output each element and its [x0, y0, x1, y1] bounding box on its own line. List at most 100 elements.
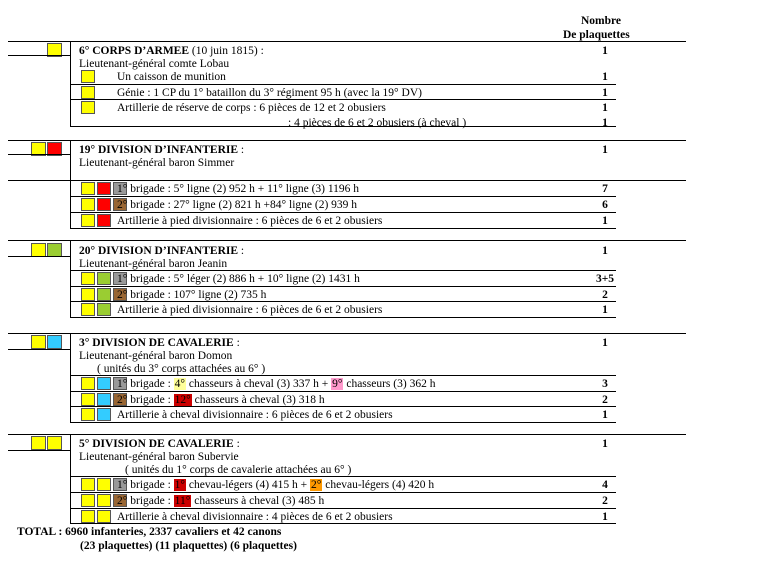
yellow-square-icon: [97, 478, 111, 491]
cav5-commander: Lieutenant-général baron Subervie: [79, 451, 239, 463]
divider: [8, 450, 70, 451]
div20-row-count: 1: [602, 304, 608, 316]
cav3-note: ( unités du 3° corps attachées au 6° ): [97, 363, 266, 375]
div20-row-count: 2: [602, 289, 608, 301]
divider: [8, 349, 70, 350]
highlight-regiment: 11°: [173, 495, 192, 507]
divider: [70, 422, 616, 423]
divider: [8, 55, 70, 56]
brown-square-icon: [113, 288, 127, 301]
yellow-square-icon: [97, 510, 111, 523]
corps-row-count: 1: [602, 102, 608, 114]
cyan-square-icon: [97, 408, 111, 421]
yellow-square-icon: [81, 393, 95, 406]
cav5-row-count: 4: [602, 479, 608, 491]
yellow-square-icon: [81, 408, 95, 421]
cav5-title: 5° DIVISION DE CAVALERIE :: [79, 438, 240, 450]
yellow-square-icon: [81, 272, 95, 285]
highlight-regiment: 9°: [331, 378, 344, 390]
corps-title: 6° CORPS D’ARMEE (10 juin 1815) :: [79, 45, 264, 57]
divider: [70, 301, 616, 302]
div19-commander: Lieutenant-général baron Simmer: [79, 157, 235, 169]
yellow-square-icon: [31, 436, 46, 450]
red-square-icon: [97, 182, 111, 195]
cav5-artillery: Artillerie à cheval divisionnaire : 4 pi…: [117, 511, 393, 523]
grey-square-icon: [113, 377, 127, 390]
yellow-square-icon: [47, 436, 62, 450]
div19-title: 19° DIVISION D’INFANTERIE :: [79, 144, 245, 156]
divider: [8, 256, 70, 257]
yellow-square-icon: [81, 377, 95, 390]
div20-artillery: Artillerie à pied divisionnaire : 6 pièc…: [117, 304, 383, 316]
yellow-square-icon: [97, 494, 111, 507]
count-header-line2: De plaquettes: [563, 29, 630, 41]
div20-brigade-2: 2° brigade : 107° ligne (2) 735 h: [117, 289, 267, 301]
red-square-icon: [97, 214, 111, 227]
divider: [8, 154, 70, 155]
cav3-row-count: 1: [602, 409, 608, 421]
divider: [70, 492, 616, 493]
corps-row-count: 1: [602, 87, 608, 99]
yellow-square-icon: [47, 43, 62, 57]
divider: [70, 196, 616, 197]
yellow-square-icon: [31, 335, 46, 349]
brown-square-icon: [113, 198, 127, 211]
div20-row-count: 3+5: [595, 273, 615, 285]
corps-row-text: Un caisson de munition: [117, 71, 226, 83]
div19-row-count: 1: [602, 215, 608, 227]
div20-brigade-1: 1° brigade : 5° léger (2) 886 h + 10° li…: [117, 273, 360, 285]
count-header-line1: Nombre: [581, 15, 622, 27]
div19-row-count: 7: [602, 183, 608, 195]
divider: [70, 435, 71, 524]
divider: [70, 317, 616, 318]
grey-square-icon: [113, 182, 127, 195]
yellow-square-icon: [81, 70, 95, 83]
cyan-square-icon: [47, 335, 62, 349]
cyan-square-icon: [97, 377, 111, 390]
divider: [8, 41, 686, 42]
corps-row-text: Génie : 1 CP du 1° bataillon du 3° régim…: [117, 87, 422, 99]
cav5-brigade-1: 1° brigade : 1° chevau-légers (4) 415 h …: [117, 479, 435, 491]
grey-square-icon: [113, 272, 127, 285]
divider: [8, 240, 686, 241]
cav3-row-count: 2: [602, 394, 608, 406]
cav5-row-count: 1: [602, 511, 608, 523]
divider: [70, 126, 616, 127]
green-square-icon: [97, 272, 111, 285]
div19-row-count: 6: [602, 199, 608, 211]
div20-title: 20° DIVISION D’INFANTERIE :: [79, 245, 245, 257]
cav3-row-count: 3: [602, 378, 608, 390]
highlight-regiment: 1°: [173, 479, 187, 491]
cav3-brigade-2: 2° brigade : 12° chasseurs à cheval (3) …: [117, 394, 325, 406]
corps-row-text: Artillerie de réserve de corps : 6 pièce…: [117, 102, 386, 114]
divider: [70, 406, 616, 407]
divider: [70, 508, 616, 509]
cav3-artillery: Artillerie à cheval divisionnaire : 6 pi…: [117, 409, 393, 421]
green-square-icon: [97, 303, 111, 316]
divider: [70, 476, 616, 477]
yellow-square-icon: [81, 494, 95, 507]
yellow-square-icon: [31, 243, 46, 257]
highlight-regiment: 2°: [310, 479, 323, 491]
grey-square-icon: [113, 478, 127, 491]
divider: [70, 241, 71, 317]
divider: [70, 270, 616, 271]
divider: [8, 180, 686, 181]
cav5-count: 1: [602, 438, 608, 450]
corps-row-text: : 4 pièces de 6 et 2 obusiers (à cheval …: [288, 117, 467, 129]
brown-square-icon: [113, 393, 127, 406]
cav3-commander: Lieutenant-général baron Domon: [79, 350, 233, 362]
total-line-2: (23 plaquettes) (11 plaquettes) (6 plaqu…: [80, 540, 297, 552]
corps-row-count: 1: [602, 71, 608, 83]
red-square-icon: [97, 198, 111, 211]
yellow-square-icon: [31, 142, 46, 156]
cav5-row-count: 2: [602, 495, 608, 507]
divider: [8, 333, 686, 334]
yellow-square-icon: [81, 510, 95, 523]
divider: [70, 99, 616, 100]
divider: [8, 140, 686, 141]
highlight-regiment: 12°: [173, 394, 192, 406]
div20-count: 1: [602, 245, 608, 257]
yellow-square-icon: [81, 182, 95, 195]
divider: [70, 286, 616, 287]
